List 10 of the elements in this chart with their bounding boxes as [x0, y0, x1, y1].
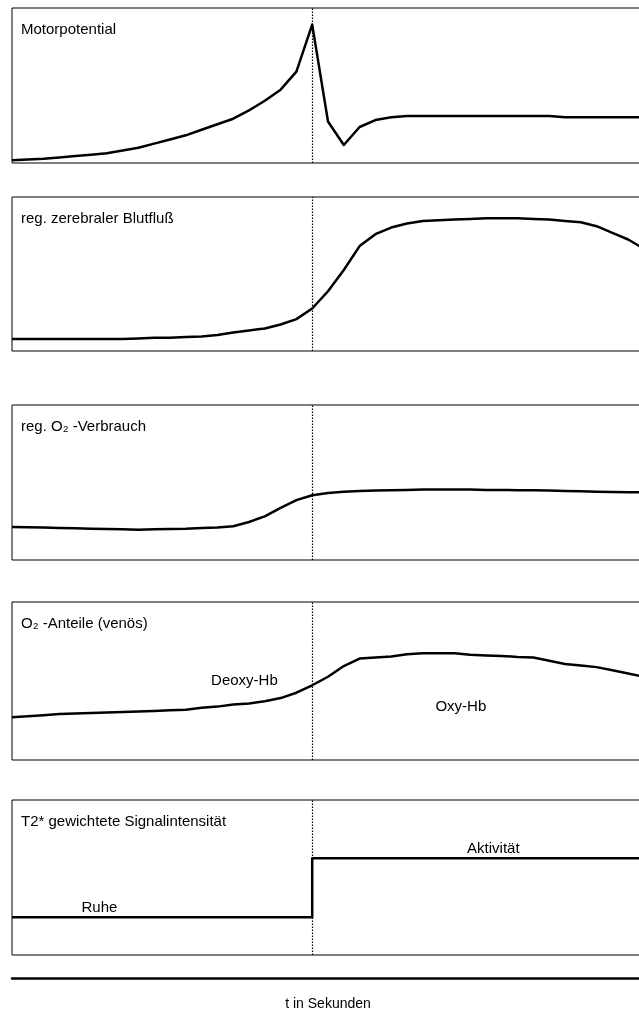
chart-title: T2* gewichtete Signalintensität: [21, 812, 227, 829]
chart-title: reg. zerebraler Blutfluß: [21, 209, 174, 226]
annotation: Oxy-Hb: [435, 697, 487, 715]
chart-title: O₂ -Anteile (venös): [21, 614, 148, 631]
chart-title: Motorpotential: [21, 20, 117, 37]
annotation: Deoxy-Hb: [211, 670, 278, 688]
annotation: Ruhe: [81, 898, 118, 916]
text: Aktivität: [467, 839, 521, 857]
x-axis-title: t in Sekunden: [285, 995, 371, 1011]
chart-title: reg. O₂ -Verbrauch: [21, 417, 147, 434]
